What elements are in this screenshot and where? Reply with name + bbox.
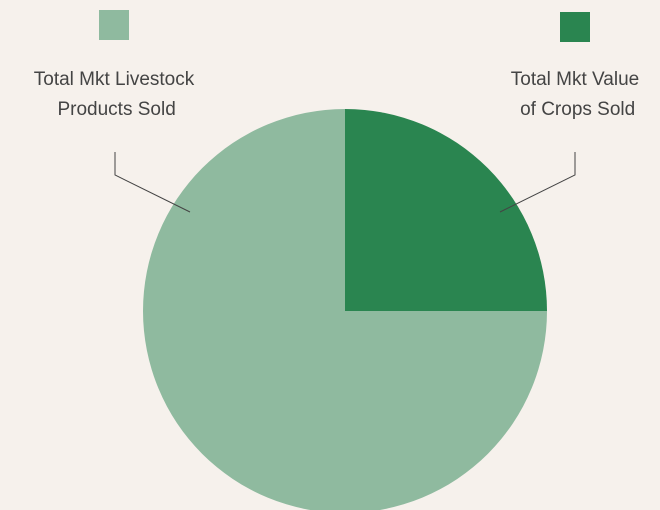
slice-label: Total Mkt Value of Crops Sold [511,69,639,120]
pie-slice [143,109,547,510]
leader-line [499,152,576,213]
legend-swatch [560,12,590,42]
pie-slice [345,109,547,311]
slice-label: Total Mkt Livestock Products Sold [34,69,195,120]
legend-swatch [99,10,129,40]
leader-line [114,152,191,213]
